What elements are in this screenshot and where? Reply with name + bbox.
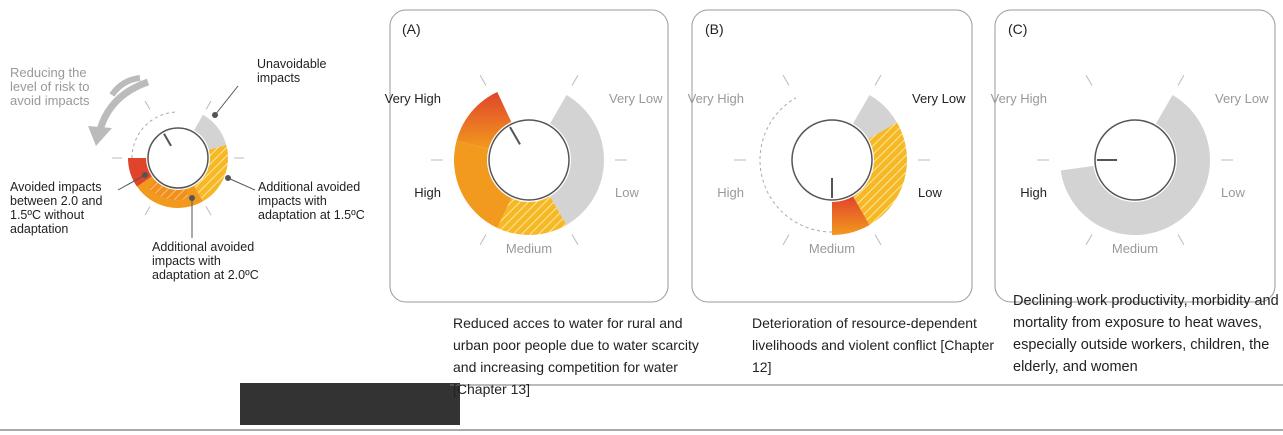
- dashed-arc: [131, 111, 179, 159]
- scale-label: Very Low: [609, 91, 663, 106]
- ring-segment: [194, 145, 228, 202]
- ring-segment: [1060, 95, 1210, 235]
- ring-segment: [148, 180, 189, 200]
- annotation: Additional avoided impacts with adaptati…: [152, 240, 259, 282]
- scale-label: Low: [1221, 185, 1245, 200]
- ring-segment: [832, 196, 870, 235]
- gauge-hub: [791, 119, 873, 201]
- tick: [144, 100, 151, 110]
- ring-segment: [853, 122, 907, 225]
- tick: [1177, 234, 1185, 246]
- panel-label: (B): [705, 21, 724, 37]
- tick: [782, 234, 790, 246]
- ring-segment: [194, 114, 227, 150]
- panel-frame: [691, 9, 973, 303]
- caption: Deterioration of resource-dependent live…: [752, 315, 995, 375]
- pointer: [227, 177, 256, 191]
- artifact: [240, 383, 460, 425]
- needle: [509, 126, 521, 145]
- arrow: [96, 78, 150, 132]
- arrow: [109, 75, 141, 97]
- scale-label: High: [717, 185, 744, 200]
- caption: Declining work productivity, morbidity a…: [1013, 293, 1279, 375]
- panel-frame: [994, 9, 1276, 303]
- ring-segment: [550, 95, 604, 225]
- scale-label: Medium: [505, 241, 553, 256]
- tick: [1085, 74, 1093, 86]
- annotation: Additional avoided impacts with adaptati…: [258, 180, 365, 222]
- scale-label: Very High: [687, 91, 744, 106]
- scale-label: Medium: [1111, 241, 1159, 256]
- tick: [782, 74, 790, 86]
- ring-segment: [128, 158, 152, 187]
- annotation: Avoided impacts between 2.0 and 1.5ºC wi…: [10, 180, 103, 236]
- gauge-hub: [1094, 119, 1176, 201]
- ring-segment: [853, 95, 897, 139]
- scale-label: Low: [615, 185, 639, 200]
- tick: [1085, 234, 1093, 246]
- dashed-arc: [759, 97, 833, 233]
- scale-label: Very Low: [1215, 91, 1269, 106]
- tick: [874, 74, 882, 86]
- scale-label: High: [414, 185, 441, 200]
- pointer: [214, 85, 239, 116]
- gauge-hub: [147, 127, 209, 189]
- arrow-label: Reducing the level of risk to avoid impa…: [10, 65, 90, 108]
- ring-segment: [497, 196, 567, 235]
- panel-label: (C): [1008, 21, 1028, 37]
- tick: [571, 234, 579, 246]
- scale-label: Very High: [384, 91, 441, 106]
- panel-frame: [389, 9, 669, 303]
- annotation: Unavoidable impacts: [257, 57, 327, 85]
- tick: [205, 100, 212, 110]
- scale-label: Very High: [990, 91, 1047, 106]
- scale-label: High: [1020, 185, 1047, 200]
- needle: [163, 133, 172, 147]
- ring-segment: [456, 92, 512, 150]
- scale-label: Low: [918, 185, 942, 200]
- gauge-hub: [488, 119, 570, 201]
- tick: [874, 234, 882, 246]
- pointer: [117, 174, 146, 191]
- tick: [571, 74, 579, 86]
- tick: [479, 74, 487, 86]
- tick: [144, 206, 151, 216]
- caption: Reduced acces to water for rural and urb…: [453, 315, 699, 397]
- scale-label: Very Low: [912, 91, 966, 106]
- scale-label: Medium: [808, 241, 856, 256]
- panel-label: (A): [402, 21, 421, 37]
- tick: [479, 234, 487, 246]
- tick: [1177, 74, 1185, 86]
- tick: [205, 206, 212, 216]
- arrow-head: [88, 126, 112, 146]
- ring-segment: [454, 140, 512, 228]
